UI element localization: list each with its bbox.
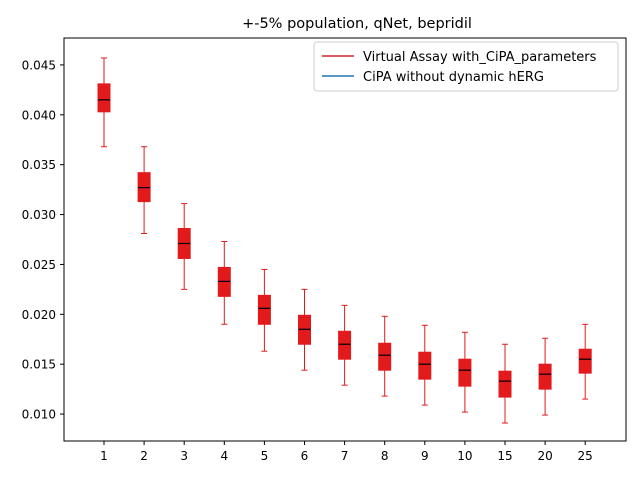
box-4 <box>217 240 231 325</box>
box-9 <box>418 324 432 406</box>
y-tick-label: 0.020 <box>22 308 56 322</box>
box-body <box>418 351 432 380</box>
x-tick-label: 6 <box>301 449 309 463</box>
x-tick-label: 25 <box>578 449 593 463</box>
x-tick-label: 8 <box>381 449 389 463</box>
y-tick-label: 0.010 <box>22 408 56 422</box>
box-20 <box>538 337 552 416</box>
x-tick-label: 2 <box>140 449 148 463</box>
box-5 <box>257 268 271 352</box>
x-tick-label: 15 <box>497 449 512 463</box>
legend: Virtual Assay with_CiPA_parameters CiPA … <box>313 41 619 92</box>
box-15 <box>498 343 512 424</box>
box-body <box>458 358 472 387</box>
chart-title: +-5% population, qNet, bepridil <box>242 16 472 32</box>
y-tick-label: 0.030 <box>22 208 56 222</box>
boxes-layer <box>97 57 592 424</box>
y-axis: 0.010 0.015 0.020 0.025 0.030 0.035 0.040 0.045 <box>22 58 64 422</box>
y-tick-label: 0.025 <box>22 258 56 272</box>
box-body <box>538 363 552 390</box>
y-tick-label: 0.045 <box>22 58 56 72</box>
box-body <box>97 83 111 113</box>
y-tick-label: 0.040 <box>22 108 56 122</box>
x-tick-label: 4 <box>220 449 228 463</box>
box-10 <box>458 331 472 413</box>
box-body <box>257 294 271 325</box>
x-tick-label: 1 <box>100 449 108 463</box>
x-tick-label: 9 <box>421 449 429 463</box>
box-25 <box>578 323 592 400</box>
x-tick-label: 5 <box>261 449 269 463</box>
box-6 <box>298 288 311 371</box>
legend-label-virtual-assay: Virtual Assay with_CiPA_parameters <box>363 50 597 65</box>
y-tick-label: 0.015 <box>22 358 56 372</box>
box-7 <box>338 304 352 386</box>
box-body <box>578 348 592 374</box>
x-tick-label: 7 <box>341 449 349 463</box>
box-1 <box>97 57 111 148</box>
x-tick-label: 10 <box>457 449 472 463</box>
box-3 <box>177 203 191 290</box>
box-body <box>338 330 352 360</box>
x-axis: 1 2 3 4 5 6 7 8 9 10 15 20 25 <box>100 441 593 463</box>
y-tick-label: 0.035 <box>22 158 56 172</box>
box-body <box>498 370 512 398</box>
legend-label-cipa: CiPA without dynamic hERG <box>363 70 544 85</box>
box-2 <box>137 146 151 235</box>
box-body <box>378 342 392 371</box>
box-8 <box>378 315 392 397</box>
x-tick-label: 3 <box>180 449 188 463</box>
legend-frame <box>313 41 619 92</box>
x-tick-label: 20 <box>537 449 552 463</box>
